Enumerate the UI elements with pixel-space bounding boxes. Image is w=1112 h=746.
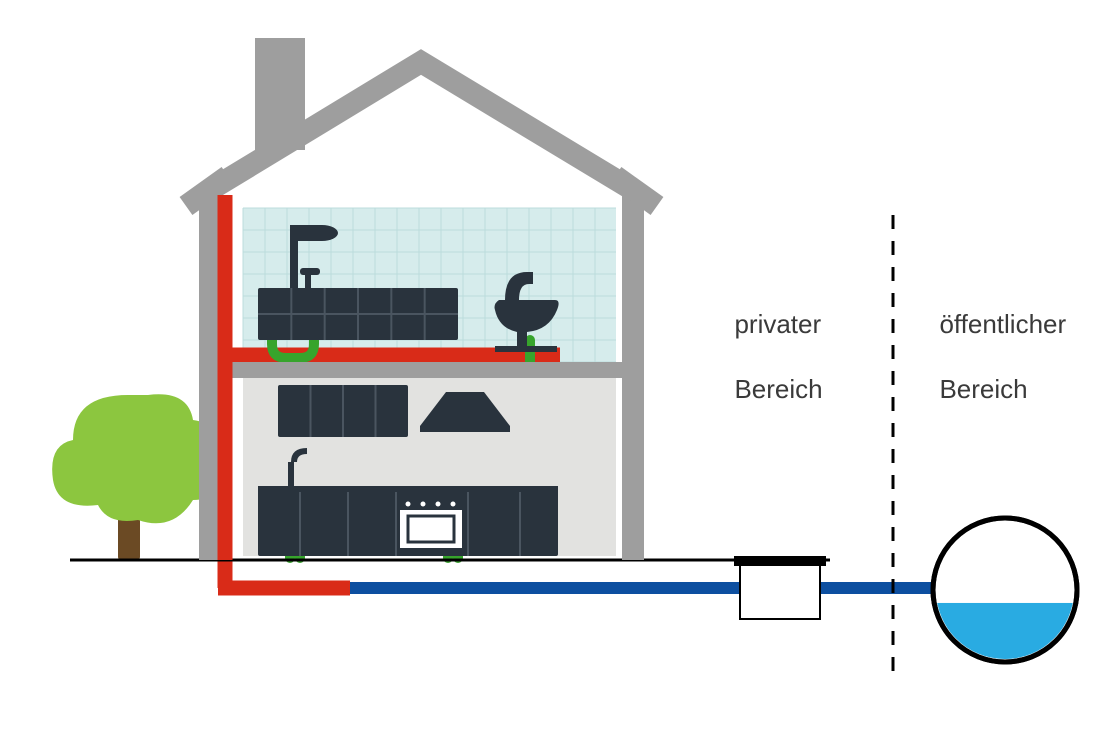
sewer-water xyxy=(933,603,1077,746)
label-private: privater Bereich xyxy=(720,275,823,405)
diagram-stage: privater Bereich öffentlicher Bereich xyxy=(0,0,1112,746)
label-public-line1: öffentlicher xyxy=(939,309,1066,339)
label-private-line1: privater xyxy=(734,309,821,339)
inspection-box xyxy=(740,564,820,619)
tree-icon xyxy=(52,394,223,560)
label-private-line2: Bereich xyxy=(734,374,822,404)
label-public: öffentlicher Bereich xyxy=(925,275,1066,405)
label-public-line2: Bereich xyxy=(939,374,1027,404)
